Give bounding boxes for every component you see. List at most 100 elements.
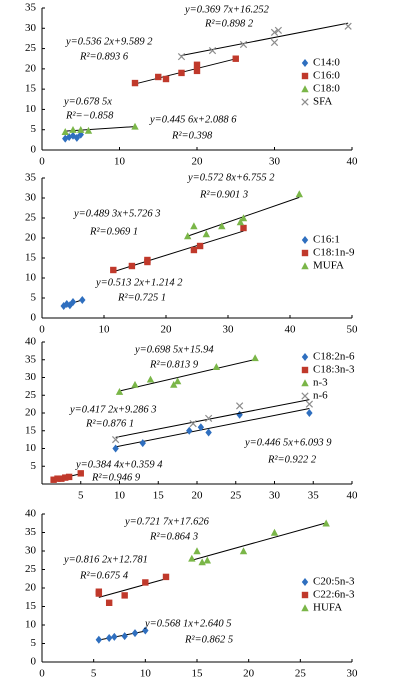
point: [198, 558, 206, 566]
y-tick-label: 5: [31, 460, 37, 472]
y-tick-label: 25: [25, 389, 37, 401]
point: [105, 599, 113, 606]
point: [218, 222, 226, 230]
point: [50, 476, 57, 483]
point: [305, 400, 313, 408]
point: [177, 53, 186, 61]
y-tick-label: 25: [25, 42, 37, 54]
x-tick-label: 5: [78, 490, 84, 502]
y-tick-label: 40: [25, 336, 37, 348]
point: [60, 302, 67, 310]
x-tick-label: 35: [308, 490, 320, 502]
point: [236, 402, 244, 410]
annotation: R²=0.813 9: [149, 359, 199, 370]
point: [128, 262, 136, 270]
point: [144, 256, 151, 264]
point: [111, 632, 118, 641]
point: [203, 556, 212, 564]
point: [62, 474, 69, 481]
y-tick-label: 25: [25, 563, 37, 575]
point: [95, 635, 103, 644]
y-tick-label: 30: [25, 22, 37, 34]
x-tick-label: 10: [140, 668, 152, 680]
point: [131, 629, 139, 638]
x-tick-label: 25: [230, 490, 242, 502]
legend-label: HUFA: [313, 602, 342, 614]
legend-label: MUFA: [313, 260, 344, 272]
point: [65, 473, 73, 481]
x-tick-label: 20: [243, 668, 255, 680]
point: [232, 55, 239, 62]
legend-label: C16:1: [313, 234, 340, 246]
x-tick-label: 30: [269, 156, 281, 168]
legend-marker: [301, 249, 309, 257]
x-tick-label: 10: [114, 156, 126, 168]
annotation: R²=0.864 3: [149, 531, 198, 542]
annotation: y=0.536 2x+9.589 2: [65, 36, 153, 47]
annotation: y=0.446 5x+6.093 9: [244, 437, 332, 448]
point: [239, 547, 248, 555]
annotation: y=0.678 5x: [63, 96, 112, 107]
point: [274, 26, 282, 34]
legend-label: C14:0: [313, 57, 340, 69]
point: [110, 266, 117, 274]
trend-line: [98, 578, 167, 598]
x-tick-label: 10: [114, 490, 126, 502]
point: [54, 475, 61, 482]
point: [239, 214, 248, 222]
legend-label: C18:2n-6: [313, 351, 355, 363]
y-tick-label: 15: [25, 83, 37, 95]
y-tick-label: 20: [25, 407, 37, 419]
legend-marker: [301, 604, 309, 612]
point: [77, 470, 84, 477]
y-tick-label: 25: [25, 212, 37, 224]
point: [270, 28, 279, 36]
point: [193, 547, 201, 555]
point: [173, 377, 182, 385]
annotation: y=0.445 6x+2.088 6: [149, 114, 237, 125]
point: [79, 296, 86, 304]
y-tick-label: 15: [25, 600, 37, 612]
x-tick-label: 20: [161, 324, 173, 336]
x-tick-label: 40: [347, 490, 359, 502]
annotation: R²=0.675 4: [79, 570, 129, 581]
point: [306, 409, 313, 417]
x-tick-label: 20: [192, 156, 204, 168]
trend-line: [115, 399, 310, 438]
y-tick-label: 0: [31, 312, 37, 324]
annotation: R²=0.946 9: [91, 472, 141, 483]
point: [155, 73, 162, 81]
y-tick-label: 10: [25, 442, 37, 454]
point: [142, 626, 149, 635]
y-tick-label: 15: [25, 252, 37, 264]
legend-marker: [301, 236, 309, 244]
point: [73, 133, 81, 142]
y-tick-label: 35: [25, 526, 37, 538]
x-tick-label: 40: [347, 156, 359, 168]
legend-label: C18:1n-9: [313, 247, 355, 259]
x-tick-label: 5: [91, 668, 97, 680]
annotation: y=0.572 8x+6.755 2: [187, 172, 275, 183]
y-tick-label: 5: [31, 637, 37, 649]
annotation: y=0.568 1x+2.640 5: [144, 618, 232, 629]
y-tick-label: 35: [25, 2, 37, 14]
point: [202, 230, 210, 238]
point: [295, 190, 303, 198]
annotation: R²=0.398: [171, 130, 213, 141]
x-tick-label: 0: [39, 156, 45, 168]
point: [69, 126, 77, 133]
annotation: y=0.816 2x+12.781: [63, 554, 148, 565]
point: [270, 38, 279, 47]
y-tick-label: 30: [25, 545, 37, 557]
x-tick-label: 30: [223, 324, 235, 336]
point: [186, 426, 193, 435]
point: [121, 592, 128, 599]
point: [115, 388, 124, 395]
legend-label: C22:6n-3: [313, 589, 355, 601]
y-tick-label: 30: [25, 371, 37, 383]
y-tick-label: 20: [25, 232, 37, 244]
y-tick-label: 30: [25, 192, 37, 204]
annotation: y=0.513 2x+1.214 2: [95, 277, 183, 288]
legend-marker: [301, 392, 309, 400]
point: [146, 375, 155, 383]
